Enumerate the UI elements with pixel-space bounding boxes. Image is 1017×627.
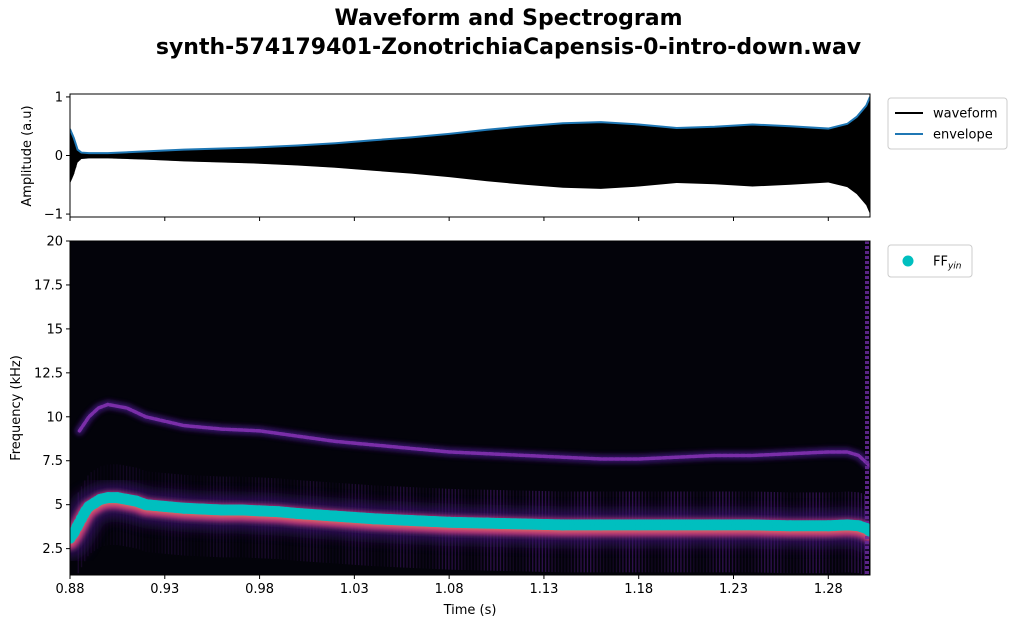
spectrogram-axes-frame — [69, 240, 871, 576]
waveform-series — [70, 96, 870, 215]
waveform-ylabel: Amplitude (a.u) — [20, 105, 35, 206]
spectrogram-ytick-label: 5 — [55, 498, 63, 513]
waveform-panel: 1 0 −1 Amplitude (a.u) — [20, 90, 871, 223]
spectrogram-xtick-label: 0.88 — [56, 582, 85, 597]
waveform-legend-frame — [887, 97, 1008, 150]
waveform-ytick-label: −1 — [44, 208, 63, 223]
spectrogram-xtick-label: 0.98 — [245, 582, 274, 597]
spectrogram-ytick-label: 12.5 — [34, 366, 63, 381]
legend-envelope-label: envelope — [933, 128, 993, 143]
figure-title-line1: Waveform and Spectrogram — [334, 6, 683, 31]
ff-yin-point-fill — [862, 524, 870, 536]
spectrogram-xtick-label: 1.13 — [529, 582, 558, 597]
spectrogram-ytick-label: 20 — [46, 235, 63, 250]
spectrogram-ytick-label: 10 — [46, 410, 63, 425]
spectrogram-ylabel: Frequency (kHz) — [9, 355, 24, 461]
spectrogram-ytick-label: 17.5 — [34, 278, 63, 293]
legend-ff-yin-label: FFyin — [933, 255, 962, 272]
spectrogram-ytick-label: 15 — [46, 322, 63, 337]
spectrogram-xlabel: Time (s) — [443, 603, 497, 618]
ff-yin-series — [70, 492, 870, 544]
spectrogram-panel: 2.5 5 7.5 10 12.5 15 17.5 20 0.88 0.93 0.98 1.03 1.… — [9, 235, 871, 618]
spectrogram-ytick-label: 7.5 — [42, 454, 63, 469]
harmonic-track — [77, 402, 870, 468]
spectrogram-xtick-label: 1.28 — [814, 582, 843, 597]
legend-waveform-label: waveform — [933, 107, 998, 122]
spectrogram-xtick-label: 1.18 — [624, 582, 653, 597]
waveform-ytick-label: 1 — [55, 90, 63, 105]
spectrogram-xtick-label: 1.03 — [340, 582, 369, 597]
spectrogram-ytick-label: 2.5 — [42, 542, 63, 557]
waveform-oscillation — [70, 100, 870, 213]
waveform-legend: waveform envelope — [887, 97, 1008, 150]
spectrogram-xtick-label: 0.93 — [150, 582, 179, 597]
figure-title-line2: synth-574179401-ZonotrichiaCapensis-0-in… — [155, 35, 862, 60]
spectrogram-legend-frame — [887, 244, 973, 278]
spectrogram-legend: FFyin — [887, 244, 973, 278]
envelope-series — [70, 96, 870, 155]
spectrogram-xtick-label: 1.23 — [719, 582, 748, 597]
spectrogram-xtick-label: 1.08 — [435, 582, 464, 597]
waveform-ytick-label: 0 — [55, 149, 63, 164]
legend-ff-yin-marker — [902, 255, 914, 267]
